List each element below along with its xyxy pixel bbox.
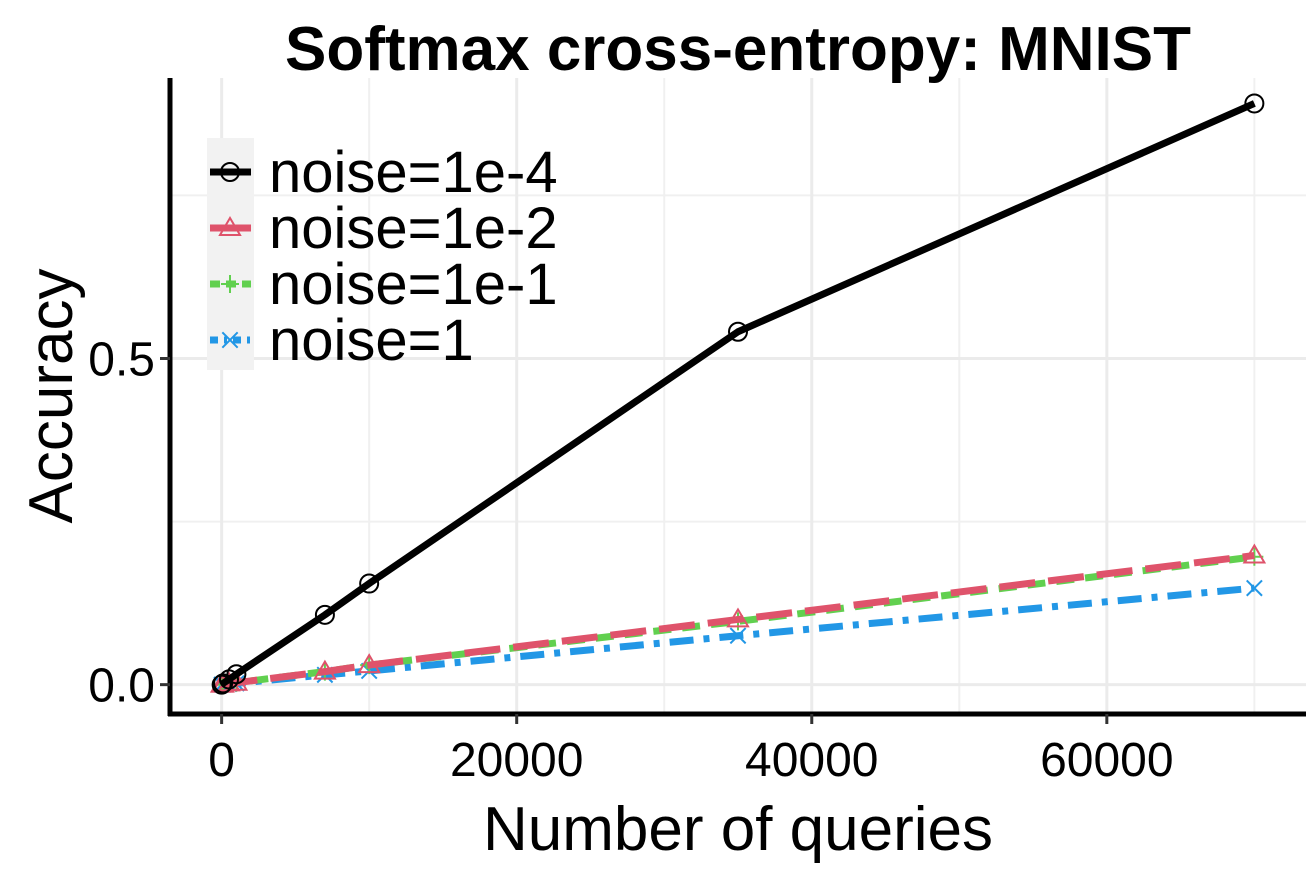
legend-key-marker: [220, 162, 240, 182]
data-point: [313, 659, 337, 680]
ticks: 0 20000 40000 60000 0.0 0.5: [88, 333, 1173, 787]
series-line: [219, 100, 1256, 688]
series-noise=1e-4: [211, 93, 1265, 695]
series-group: [209, 93, 1267, 695]
legend-key-marker: [221, 331, 239, 349]
data-point: [1246, 579, 1263, 597]
data-point: [314, 604, 335, 625]
y-tick-label: 0.5: [88, 333, 155, 386]
x-tick-label: 40000: [745, 734, 878, 787]
legend-label: noise=1: [269, 308, 474, 373]
data-point: [1242, 543, 1267, 564]
legend-key-background: [207, 138, 254, 370]
axes: [167, 78, 1306, 717]
x-tick-label: 60000: [1040, 734, 1173, 787]
legend-label: noise=1e-2: [269, 196, 558, 261]
legend-label: noise=1e-1: [269, 252, 558, 317]
x-tick-label: 20000: [450, 734, 583, 787]
data-point: [359, 573, 380, 594]
chart-title: Softmax cross-entropy: MNIST: [285, 15, 1191, 84]
y-axis-label: Accuracy: [17, 269, 86, 524]
grid: [170, 78, 1306, 714]
data-point: [728, 321, 748, 342]
data-point: [726, 607, 750, 628]
legend-label: noise=1e-4: [269, 140, 558, 205]
data-point: [213, 673, 234, 694]
x-axis-label: Number of queries: [483, 795, 993, 864]
y-tick-label: 0.0: [88, 660, 155, 713]
data-point: [729, 627, 747, 645]
data-point: [357, 653, 381, 674]
data-point: [1244, 93, 1265, 114]
x-tick-label: 0: [208, 734, 235, 787]
legend-key-marker: [218, 216, 242, 236]
legend-key-marker: [221, 275, 239, 293]
data-point: [226, 664, 247, 685]
